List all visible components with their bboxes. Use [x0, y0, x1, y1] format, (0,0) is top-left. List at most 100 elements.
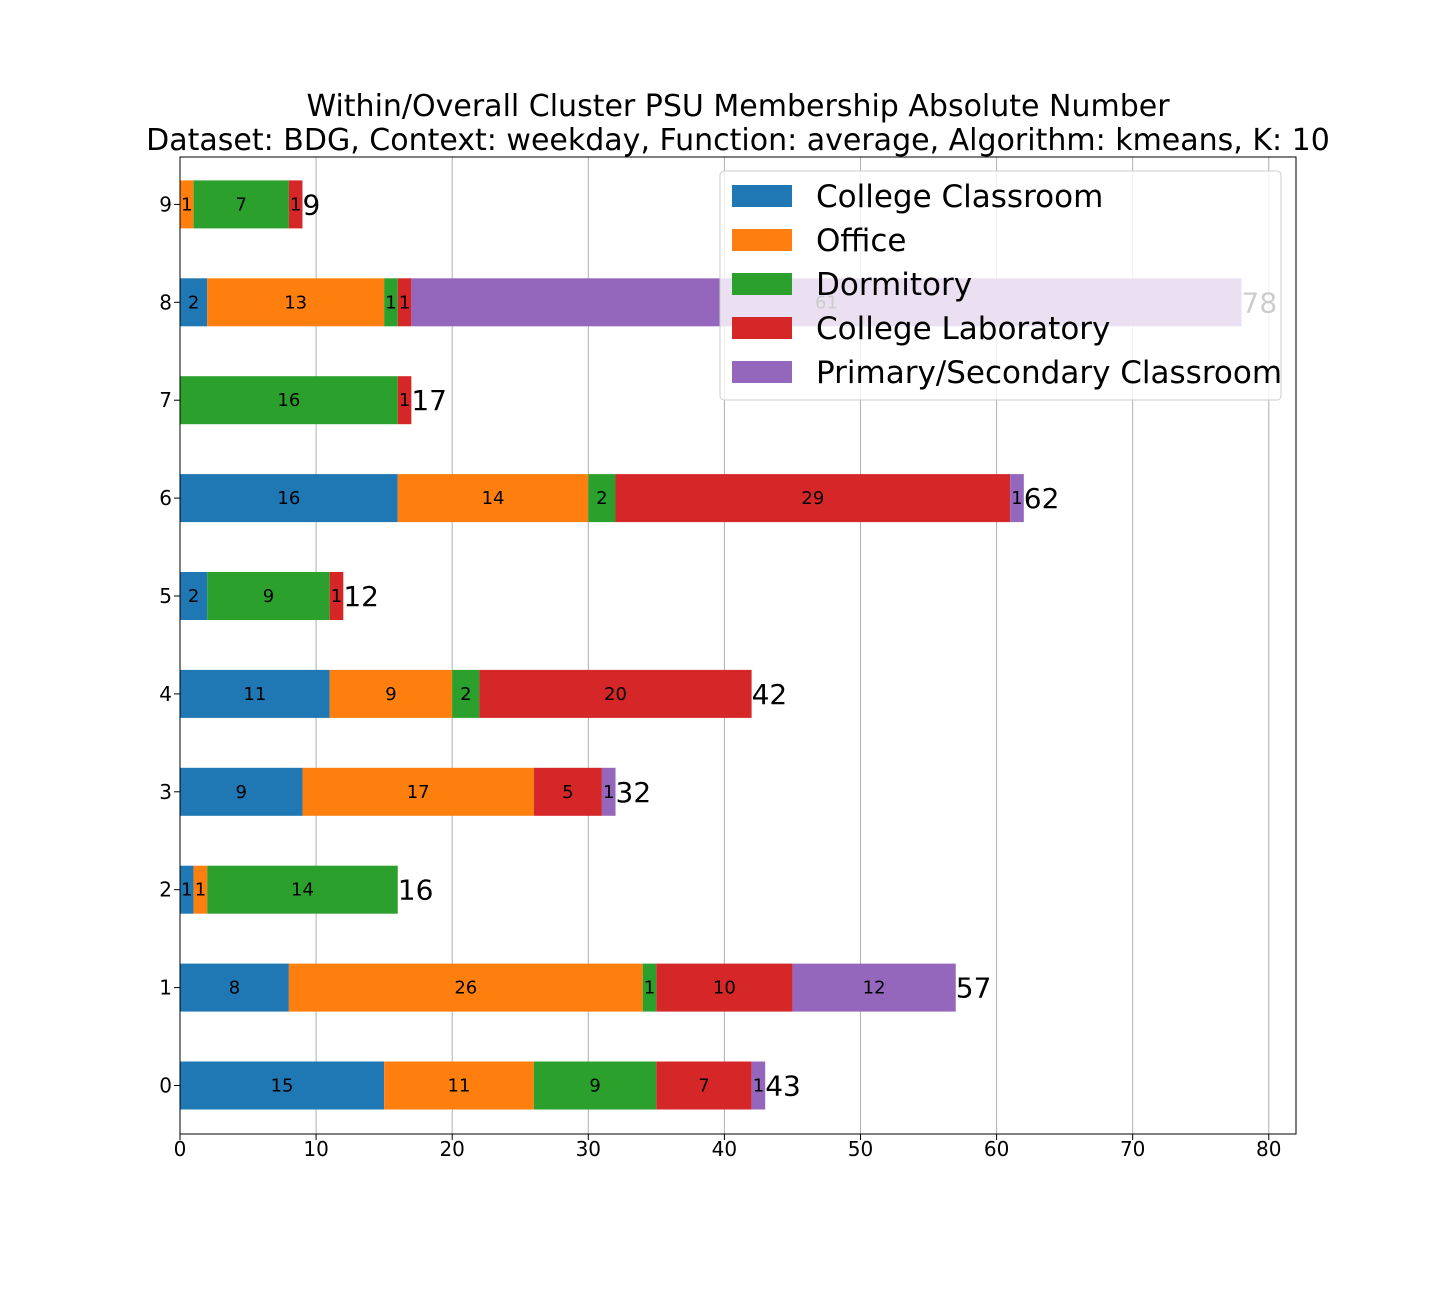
segment-label: 8 — [229, 978, 240, 999]
segment-label: 9 — [385, 684, 396, 705]
legend-swatch — [732, 361, 792, 383]
plot-frame — [179, 156, 1297, 1135]
segment-label: 2 — [188, 586, 199, 607]
y-tick-label: 8 — [159, 290, 172, 314]
y-tick-label: 4 — [159, 682, 172, 706]
bar-segment — [180, 376, 398, 425]
y-axis: 0 1 2 3 4 5 6 7 8 9 — [159, 192, 180, 1098]
segment-label: 9 — [236, 782, 247, 803]
bar-segment — [180, 767, 303, 816]
segment-label: 29 — [801, 488, 824, 509]
bar-segment — [792, 963, 956, 1012]
bar-segment — [452, 669, 480, 718]
segment-label: 17 — [407, 782, 430, 803]
bar-segment — [207, 572, 330, 620]
segment-label: 7 — [236, 194, 247, 215]
legend-label: College Laboratory — [816, 311, 1110, 347]
bar-segment — [180, 1061, 385, 1110]
legend-label: College Classroom — [816, 179, 1103, 215]
total-label: 32 — [616, 776, 652, 809]
segment-label: 16 — [277, 390, 300, 411]
bar-segment — [656, 1061, 752, 1110]
bars — [180, 180, 1242, 1110]
total-label: 62 — [1024, 482, 1060, 515]
total-label: 43 — [765, 1070, 801, 1103]
segment-label: 14 — [291, 880, 314, 901]
segment-label: 2 — [596, 488, 607, 509]
bar-segment — [180, 180, 194, 229]
x-tick-label: 80 — [1256, 1137, 1281, 1161]
segment-label: 1 — [1011, 488, 1022, 509]
bar-segment — [601, 767, 616, 816]
total-label: 16 — [398, 874, 434, 907]
legend: College Classroom Office Dormitory College … — [719, 170, 1282, 401]
segment-label: 1 — [399, 292, 410, 313]
total-label: 9 — [302, 188, 320, 221]
segment-label: 2 — [460, 684, 471, 705]
segment-label: 1 — [644, 978, 655, 999]
segment-label: 10 — [713, 978, 736, 999]
segment-label: 11 — [243, 684, 266, 705]
segment-label: 1 — [753, 1076, 764, 1097]
segment-label: 16 — [277, 488, 300, 509]
legend-label: Dormitory — [816, 267, 972, 303]
legend-swatch — [732, 273, 792, 295]
legend-label: Office — [816, 223, 907, 259]
segment-label: 1 — [385, 292, 396, 313]
bar-segment — [642, 963, 657, 1012]
y-tick-label: 6 — [159, 486, 172, 510]
bar-segment — [329, 572, 344, 620]
y-tick-label: 9 — [159, 192, 172, 216]
bar-segment — [288, 180, 303, 229]
segment-label: 20 — [604, 684, 627, 705]
y-tick-label: 1 — [159, 976, 172, 1000]
bar-segment — [656, 963, 793, 1012]
bar-segment — [384, 278, 398, 327]
segment-label: 2 — [188, 292, 199, 313]
segment-label: 1 — [195, 880, 206, 901]
bar-segment — [180, 963, 289, 1012]
x-tick-label: 10 — [303, 1137, 328, 1161]
bar-segment — [207, 278, 385, 327]
bar-segment — [533, 1061, 657, 1110]
segment-label: 1 — [181, 194, 192, 215]
bar-segment — [193, 865, 208, 914]
legend-swatch — [732, 185, 792, 207]
bar-segment — [397, 278, 412, 327]
segment-label: 1 — [290, 194, 301, 215]
bar-segment — [397, 376, 412, 425]
segment-label: 7 — [698, 1076, 709, 1097]
bar-segment — [193, 180, 289, 229]
segment-label: 14 — [482, 488, 505, 509]
x-tick-label: 20 — [439, 1137, 464, 1161]
segment-label: 1 — [181, 880, 192, 901]
segment-label: 9 — [589, 1076, 600, 1097]
bar-segment — [615, 474, 1011, 523]
y-tick-label: 5 — [159, 584, 172, 608]
y-tick-label: 7 — [159, 388, 172, 412]
x-tick-label: 40 — [712, 1137, 737, 1161]
segment-label: 13 — [284, 292, 307, 313]
x-tick-label: 0 — [174, 1137, 187, 1161]
y-tick-label: 2 — [159, 878, 172, 902]
segment-label: 1 — [331, 586, 342, 607]
bar-segment — [180, 474, 398, 523]
bar-segment — [180, 572, 208, 620]
segment-label: 9 — [263, 586, 274, 607]
total-labels: 4357163242126217789 — [302, 188, 1277, 1102]
bar-segment — [1010, 474, 1024, 523]
segment-label: 1 — [399, 390, 410, 411]
total-label: 17 — [411, 384, 447, 417]
total-label: 12 — [343, 580, 379, 613]
legend-frame — [719, 170, 1282, 401]
legend-swatch — [732, 317, 792, 339]
y-tick-label: 3 — [159, 780, 172, 804]
legend-swatch — [732, 229, 792, 251]
segment-label: 11 — [448, 1076, 471, 1097]
total-label: 57 — [956, 972, 992, 1005]
chart-title-line-2: Dataset: BDG, Context: weekday, Function… — [146, 123, 1330, 158]
bar-segment — [588, 474, 616, 523]
legend-label: Primary/Secondary Classroom — [816, 355, 1282, 391]
segment-label: 5 — [562, 782, 573, 803]
